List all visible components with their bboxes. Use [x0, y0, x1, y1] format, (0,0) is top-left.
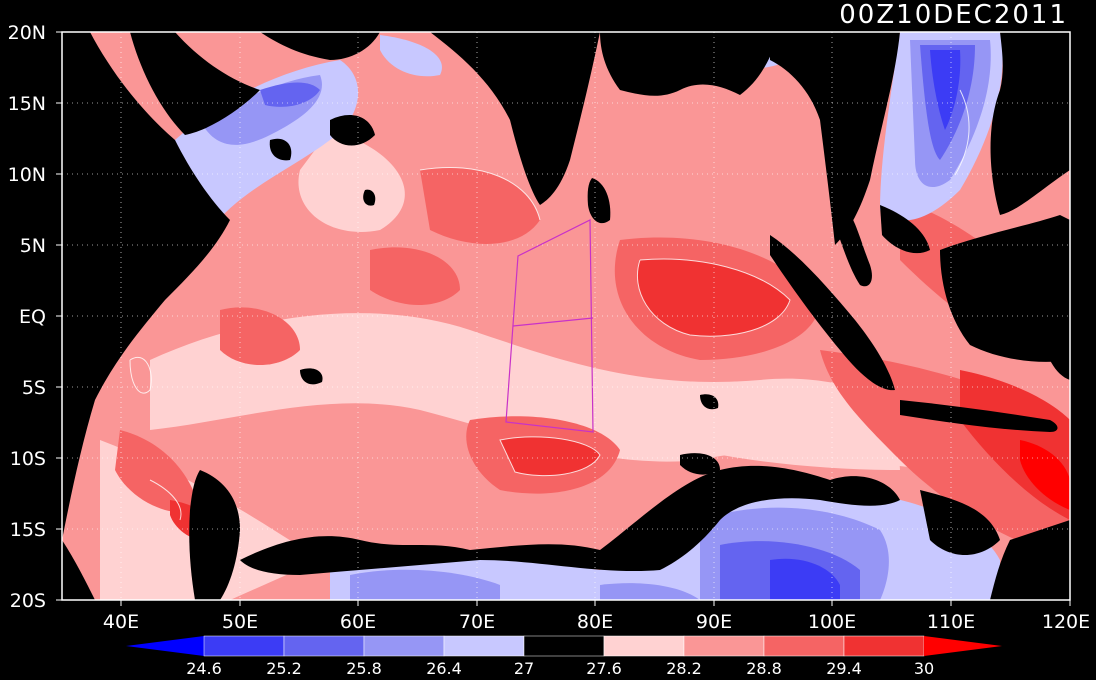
colorbar-label: 24.6 [186, 659, 222, 678]
colorbar-arrow-low [126, 636, 204, 656]
colorbar-swatch [283, 635, 365, 657]
tick-marks [56, 31, 1071, 606]
lon-tick-label: 60E [340, 611, 376, 633]
lon-tick-label: 90E [696, 611, 732, 633]
lat-tick-label: EQ [19, 306, 46, 328]
lon-tick-label: 70E [459, 611, 495, 633]
lat-tick-label: 20N [8, 22, 46, 44]
lat-tick-label: 5S [22, 377, 46, 399]
lat-tick-label: 20S [10, 590, 46, 612]
lat-tick-label: 15N [8, 93, 46, 115]
colorbar-swatch [843, 635, 925, 657]
lon-tick-label: 110E [927, 611, 975, 633]
lon-tick-label: 50E [222, 611, 258, 633]
colorbar-swatch [603, 635, 685, 657]
colorbar-swatch [523, 635, 605, 657]
colorbar-label: 29.4 [826, 659, 862, 678]
colorbar-label: 28.8 [746, 659, 782, 678]
lon-tick-label: 40E [103, 611, 139, 633]
lat-tick-label: 5N [20, 235, 46, 257]
colorbar-swatch [683, 635, 765, 657]
colorbar-label: 27 [513, 659, 535, 678]
colorbar-label: 30 [913, 659, 935, 678]
colorbar-label: 26.4 [426, 659, 462, 678]
survey-box [505, 219, 594, 433]
lat-tick-label: 10S [10, 448, 46, 470]
sst-field [62, 32, 1070, 600]
colorbar [126, 635, 1002, 657]
colorbar-swatch [203, 635, 285, 657]
map-title: 00Z10DEC2011 [839, 0, 1068, 30]
colorbar-label: 25.2 [266, 659, 302, 678]
lon-tick-label: 100E [808, 611, 856, 633]
colorbar-swatch [763, 635, 845, 657]
lat-tick-label: 15S [10, 519, 46, 541]
contours [129, 89, 970, 521]
colorbar-label: 25.8 [346, 659, 382, 678]
land [62, 32, 1070, 600]
lon-tick-label: 80E [577, 611, 613, 633]
colorbar-arrow-high [924, 636, 1002, 656]
colorbar-label: 27.6 [586, 659, 622, 678]
lat-tick-label: 10N [8, 164, 46, 186]
colorbar-swatch [363, 635, 445, 657]
gridlines [62, 32, 1070, 600]
colorbar-label: 28.2 [666, 659, 702, 678]
colorbar-swatch [443, 635, 525, 657]
lon-tick-label: 120E [1042, 611, 1090, 633]
